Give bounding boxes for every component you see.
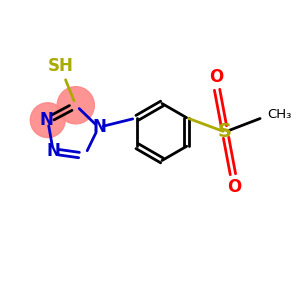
Text: CH₃: CH₃ — [267, 107, 291, 121]
Circle shape — [30, 103, 65, 138]
Circle shape — [57, 87, 94, 124]
Text: SH: SH — [48, 57, 74, 75]
Text: N: N — [39, 111, 53, 129]
Text: S: S — [218, 122, 232, 142]
Text: N: N — [93, 118, 106, 136]
Text: O: O — [209, 68, 223, 85]
Text: N: N — [46, 142, 60, 160]
Text: O: O — [227, 178, 241, 196]
